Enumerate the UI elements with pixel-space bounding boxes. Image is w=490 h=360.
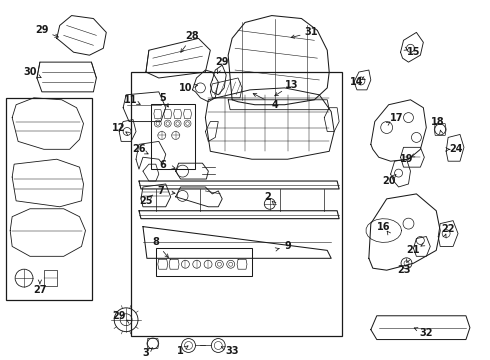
- Text: 5: 5: [159, 93, 166, 103]
- Text: 29: 29: [112, 311, 126, 321]
- Bar: [151, 104, 196, 169]
- Text: 32: 32: [419, 328, 433, 338]
- Text: 11: 11: [124, 95, 138, 105]
- Text: 22: 22: [441, 224, 455, 234]
- Text: 23: 23: [397, 265, 410, 275]
- Text: 12: 12: [112, 122, 126, 132]
- Text: 2: 2: [265, 192, 271, 202]
- Text: 19: 19: [400, 154, 413, 164]
- Text: 31: 31: [305, 27, 318, 37]
- Text: 30: 30: [23, 67, 37, 77]
- Text: 18: 18: [431, 117, 445, 127]
- Text: 29: 29: [35, 26, 49, 35]
- Text: 16: 16: [377, 222, 391, 231]
- Text: 1: 1: [177, 346, 184, 356]
- Text: 6: 6: [159, 160, 166, 170]
- Text: 9: 9: [284, 242, 291, 251]
- Text: 14: 14: [350, 77, 364, 87]
- Text: 26: 26: [132, 144, 146, 154]
- Text: 25: 25: [139, 196, 153, 206]
- Text: 29: 29: [216, 57, 229, 67]
- Text: 10: 10: [179, 83, 192, 93]
- Bar: [131, 72, 342, 336]
- Text: 21: 21: [407, 246, 420, 255]
- Text: 15: 15: [407, 47, 420, 57]
- Text: 20: 20: [382, 176, 395, 186]
- Text: 7: 7: [157, 186, 164, 196]
- Text: 17: 17: [390, 113, 403, 123]
- Text: 3: 3: [143, 348, 149, 359]
- Bar: [156, 248, 252, 276]
- Text: 4: 4: [271, 100, 278, 110]
- Text: 13: 13: [285, 80, 298, 90]
- Bar: [6, 98, 93, 300]
- Text: 27: 27: [33, 285, 47, 295]
- Text: 24: 24: [449, 144, 463, 154]
- Text: 28: 28: [186, 31, 199, 41]
- Text: 8: 8: [152, 238, 159, 247]
- Text: 33: 33: [225, 346, 239, 356]
